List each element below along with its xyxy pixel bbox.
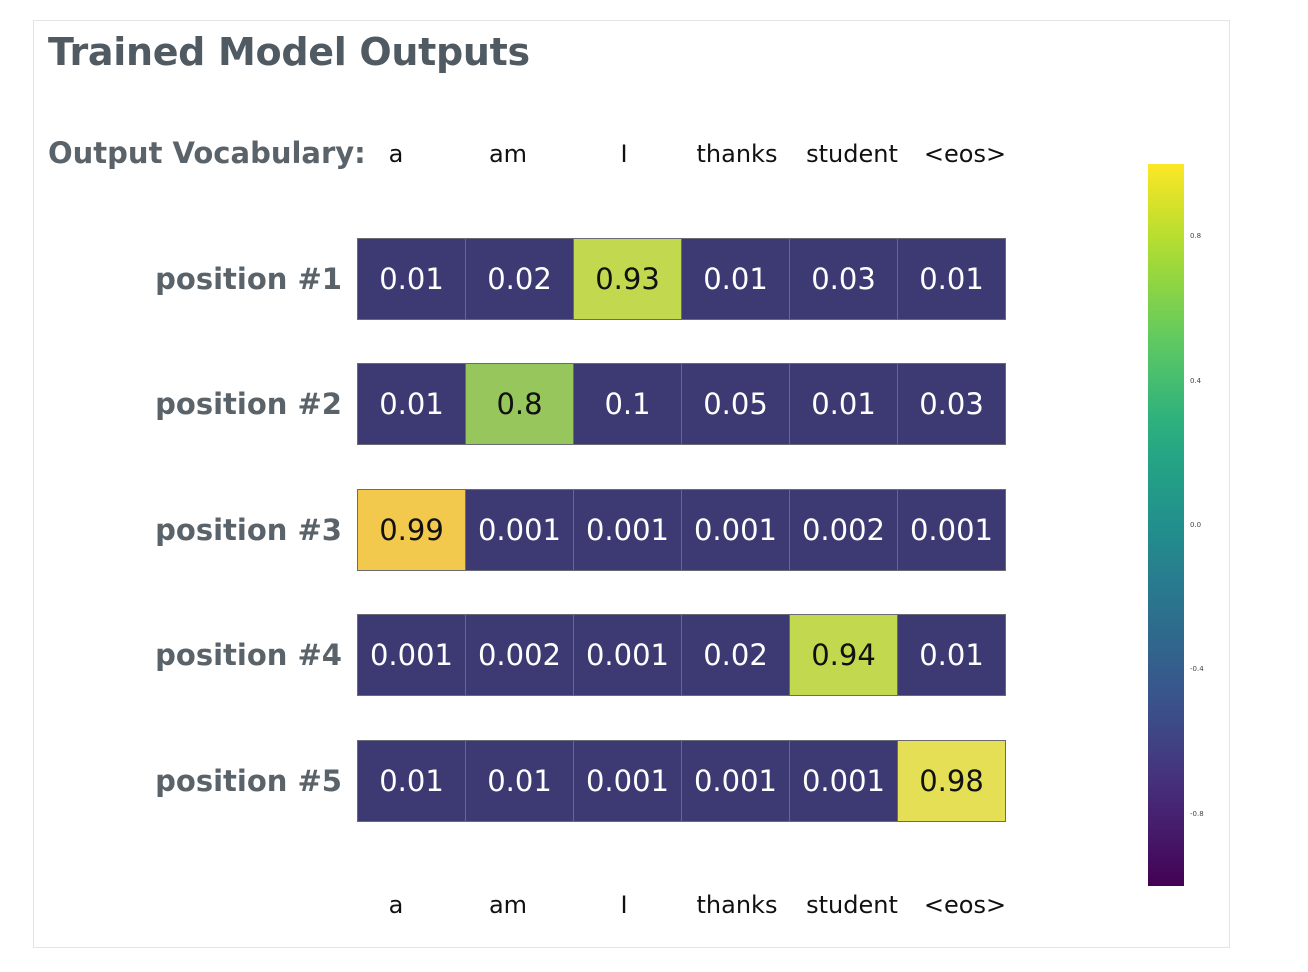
heatmap-cell-2-4: 0.002	[789, 489, 898, 571]
heatmap-cell-2-1: 0.001	[465, 489, 574, 571]
column-label-top-2: I	[620, 140, 628, 168]
colorbar-tick-3: -0.4	[1190, 665, 1204, 674]
heatmap-cell-1-0: 0.01	[357, 363, 466, 445]
heatmap-cell-2-5: 0.001	[897, 489, 1006, 571]
chart-title: Trained Model Outputs	[48, 30, 530, 74]
row-label-2: position #3	[155, 513, 342, 547]
column-label-top-5: <eos>	[923, 140, 1007, 168]
column-label-top-3: thanks	[696, 140, 778, 168]
heatmap-cell-1-1: 0.8	[465, 363, 574, 445]
colorbar-tick-1: 0.4	[1190, 376, 1202, 385]
column-label-top-1: am	[488, 140, 528, 168]
heatmap-cell-3-5: 0.01	[897, 614, 1006, 696]
heatmap-cell-4-2: 0.001	[573, 740, 682, 822]
heatmap-cell-2-3: 0.001	[681, 489, 790, 571]
heatmap-cell-2-0: 0.99	[357, 489, 466, 571]
colorbar-tick-0: 0.8	[1190, 232, 1202, 241]
heatmap-cell-3-3: 0.02	[681, 614, 790, 696]
row-label-4: position #5	[155, 764, 342, 798]
heatmap-cell-0-4: 0.03	[789, 238, 898, 320]
column-label-bottom-5: <eos>	[923, 891, 1007, 919]
colorbar-tick-4: -0.8	[1190, 809, 1204, 818]
column-label-bottom-3: thanks	[696, 891, 778, 919]
heatmap-cell-3-2: 0.001	[573, 614, 682, 696]
row-label-3: position #4	[155, 638, 342, 672]
column-label-bottom-4: student	[806, 891, 898, 919]
heatmap-cell-1-3: 0.05	[681, 363, 790, 445]
heatmap-cell-3-0: 0.001	[357, 614, 466, 696]
heatmap-cell-4-3: 0.001	[681, 740, 790, 822]
heatmap-cell-0-2: 0.93	[573, 238, 682, 320]
heatmap-cell-4-4: 0.001	[789, 740, 898, 822]
row-label-1: position #2	[155, 387, 342, 421]
column-label-top-0: a	[388, 140, 404, 168]
heatmap-cell-1-4: 0.01	[789, 363, 898, 445]
colorbar-tick-2: 0.0	[1190, 521, 1202, 529]
column-label-bottom-0: a	[388, 891, 404, 919]
heatmap-cell-4-0: 0.01	[357, 740, 466, 822]
heatmap-cell-0-1: 0.02	[465, 238, 574, 320]
heatmap-cell-0-0: 0.01	[357, 238, 466, 320]
output-vocabulary-label: Output Vocabulary:	[48, 136, 366, 170]
column-label-bottom-1: am	[488, 891, 528, 919]
heatmap-cell-0-5: 0.01	[897, 238, 1006, 320]
column-label-top-4: student	[806, 140, 898, 168]
heatmap-cell-1-2: 0.1	[573, 363, 682, 445]
heatmap-cell-2-2: 0.001	[573, 489, 682, 571]
heatmap-cell-3-1: 0.002	[465, 614, 574, 696]
column-label-bottom-2: I	[620, 891, 628, 919]
heatmap-cell-3-4: 0.94	[789, 614, 898, 696]
heatmap-cell-4-5: 0.98	[897, 740, 1006, 822]
colorbar	[1148, 164, 1184, 886]
row-label-0: position #1	[155, 262, 342, 296]
heatmap-cell-1-5: 0.03	[897, 363, 1006, 445]
heatmap-cell-0-3: 0.01	[681, 238, 790, 320]
heatmap-cell-4-1: 0.01	[465, 740, 574, 822]
